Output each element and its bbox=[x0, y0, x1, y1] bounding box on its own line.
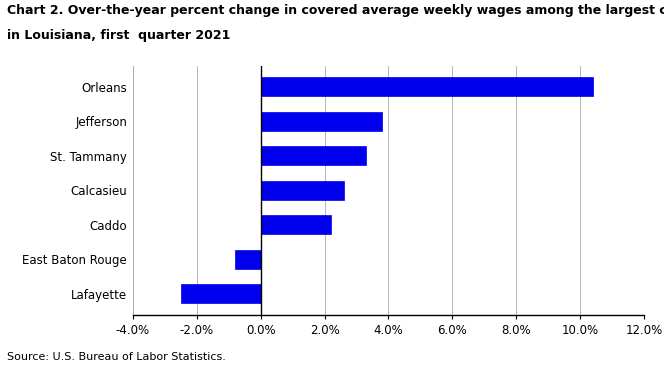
Bar bbox=[260, 146, 366, 165]
Bar bbox=[181, 284, 260, 303]
Text: in Louisiana, first  quarter 2021: in Louisiana, first quarter 2021 bbox=[7, 29, 230, 42]
Bar bbox=[260, 215, 331, 234]
Text: Source: U.S. Bureau of Labor Statistics.: Source: U.S. Bureau of Labor Statistics. bbox=[7, 352, 226, 362]
Bar bbox=[260, 181, 344, 200]
Text: Chart 2. Over-the-year percent change in covered average weekly wages among the : Chart 2. Over-the-year percent change in… bbox=[7, 4, 664, 17]
Bar bbox=[235, 250, 260, 269]
Bar bbox=[260, 112, 382, 131]
Bar bbox=[260, 77, 593, 96]
